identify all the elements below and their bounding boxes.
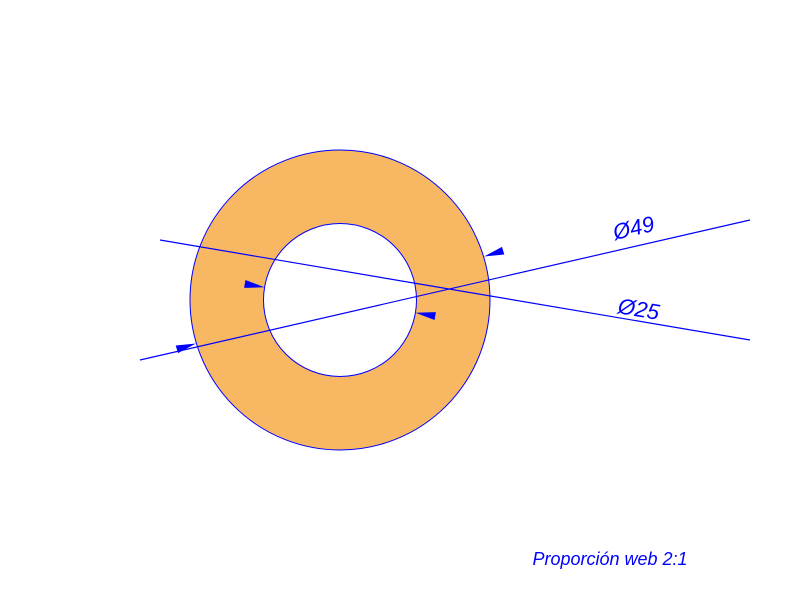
footer-text: Proporción web 2:1 [532,549,687,569]
